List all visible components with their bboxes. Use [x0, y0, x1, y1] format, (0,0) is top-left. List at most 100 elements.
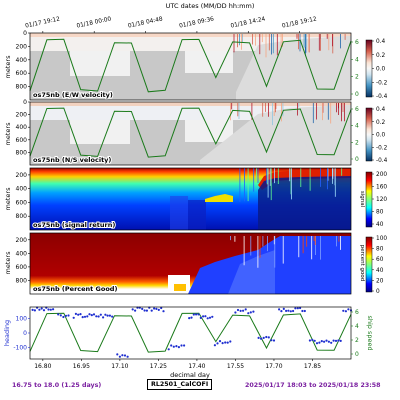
footer-day-range: 16.75 to 18.0 (1.25 days)	[12, 382, 102, 389]
speed-tick-label: 4	[355, 56, 359, 63]
heading-point	[282, 307, 285, 310]
heading-point	[202, 315, 205, 318]
speed-tick-label: 6	[355, 39, 359, 46]
y-tick-label: 800	[16, 84, 28, 91]
heading-point	[244, 308, 247, 311]
ew-ship-speed-line	[29, 38, 352, 93]
heading-point	[267, 336, 270, 339]
heading-point	[83, 315, 87, 318]
y-tick-label: 800	[16, 277, 28, 284]
signal-dark-patch-a	[170, 196, 188, 230]
heading-point	[292, 309, 295, 313]
heading-point	[175, 345, 178, 348]
y-tick-label: 200	[16, 172, 28, 179]
heading-point	[332, 339, 335, 342]
colorbar-tick-label: 0.0	[376, 133, 386, 139]
y-tick-label: 800	[16, 213, 28, 220]
ew-shallow-region	[236, 36, 351, 100]
colorbar-tick-label: 40	[376, 268, 384, 274]
speed-tick-label: 2	[355, 337, 359, 344]
colorbar-tick-label: 0.4	[376, 107, 386, 113]
heading-point	[40, 307, 43, 310]
heading-point	[126, 355, 129, 358]
heading-point	[330, 341, 333, 344]
x-tick-label: 16.80	[34, 363, 51, 370]
pg-blue-region-light	[228, 250, 275, 294]
ew-velocity-streaks	[233, 34, 346, 58]
heading-point	[206, 317, 209, 320]
heading-point	[145, 309, 148, 312]
ns-surface-layer	[30, 102, 351, 106]
heading-point	[323, 340, 326, 343]
x-tick-label: 17.85	[304, 363, 321, 370]
ns-right-speed-ticks: 0 2 4 6	[351, 106, 359, 163]
panel-ns-velocity: meters 0 200 400 600 800 os75nb (N/S velocit…	[4, 99, 388, 166]
ew-right-speed-ticks: 0 2 4 6	[351, 39, 359, 98]
top-tick-label: 01/18 14:24	[230, 16, 266, 29]
heading-point	[77, 313, 80, 316]
top-tick-label: 01/18 09:36	[179, 16, 215, 29]
panel-ew-velocity: meters 0 200 400 600 800 os75nb (E/W velocit…	[4, 30, 388, 101]
heading-point	[116, 353, 119, 356]
heading-point	[57, 313, 60, 316]
heading-point	[97, 315, 100, 318]
heading-point	[134, 309, 137, 312]
colorbar-tick-label: 160	[376, 185, 387, 191]
speed-tick-label: 0	[355, 351, 359, 358]
signal-colorbar-ticks: 200 160 120 80 40	[372, 172, 387, 228]
heading-point	[160, 306, 163, 310]
pg-streaks	[230, 236, 341, 268]
heading-point	[192, 313, 195, 316]
heading-point	[62, 315, 65, 319]
colorbar-tick-label: 200	[376, 172, 387, 178]
speed-tick-label: 2	[355, 139, 359, 146]
y-tick-label: 800	[16, 149, 28, 156]
heading-point	[167, 348, 170, 351]
signal-streaks	[239, 168, 343, 202]
heading-point	[64, 314, 68, 317]
signal-dark-patch-b	[188, 200, 206, 230]
heading-point	[172, 345, 175, 348]
heading-point	[131, 308, 134, 311]
ns-ylabel: meters	[4, 122, 12, 146]
y-tick-label: 0	[23, 99, 27, 106]
heading-point	[121, 354, 124, 357]
colorbar-tick-label: -0.2	[376, 145, 388, 151]
heading-point	[311, 338, 314, 341]
y-tick-label: 600	[16, 264, 28, 271]
heading-point	[86, 315, 89, 318]
ns-y-ticks: 0 200 400 600 800	[16, 99, 30, 156]
heading-point	[67, 314, 70, 317]
heading-point	[208, 316, 212, 319]
heading-point	[294, 307, 297, 310]
heading-tick-label: -100	[13, 344, 27, 351]
heading-point	[320, 340, 323, 343]
speed-tick-label: 0	[355, 91, 359, 98]
ns-block-a	[70, 120, 130, 144]
heading-point	[99, 313, 102, 316]
y-tick-label: 600	[16, 199, 28, 206]
heading-tick-label: 0	[23, 330, 27, 337]
y-tick-label: 400	[16, 124, 28, 131]
heading-point	[95, 315, 98, 318]
signal-y-ticks: 200 400 600 800	[16, 172, 30, 220]
heading-point	[270, 339, 273, 342]
heading-point	[213, 344, 216, 347]
colorbar-tick-label: 120	[376, 197, 387, 203]
heading-point	[301, 309, 304, 313]
heading-point	[102, 316, 105, 319]
top-tick-label: 01/18 19:12	[282, 16, 318, 29]
heading-point	[108, 314, 111, 317]
heading-point	[197, 313, 200, 316]
heading-point	[177, 346, 180, 349]
heading-point	[236, 308, 240, 312]
heading-point	[216, 342, 219, 345]
heading-point	[92, 313, 96, 316]
ew-block-a	[70, 51, 130, 76]
ns-panel-label: os75nb (N/S velocity)	[33, 156, 111, 164]
x-tick-label: 17.25	[150, 363, 167, 370]
heading-point	[252, 310, 255, 313]
pg-small-yellow	[174, 284, 186, 291]
heading-point	[218, 340, 222, 343]
